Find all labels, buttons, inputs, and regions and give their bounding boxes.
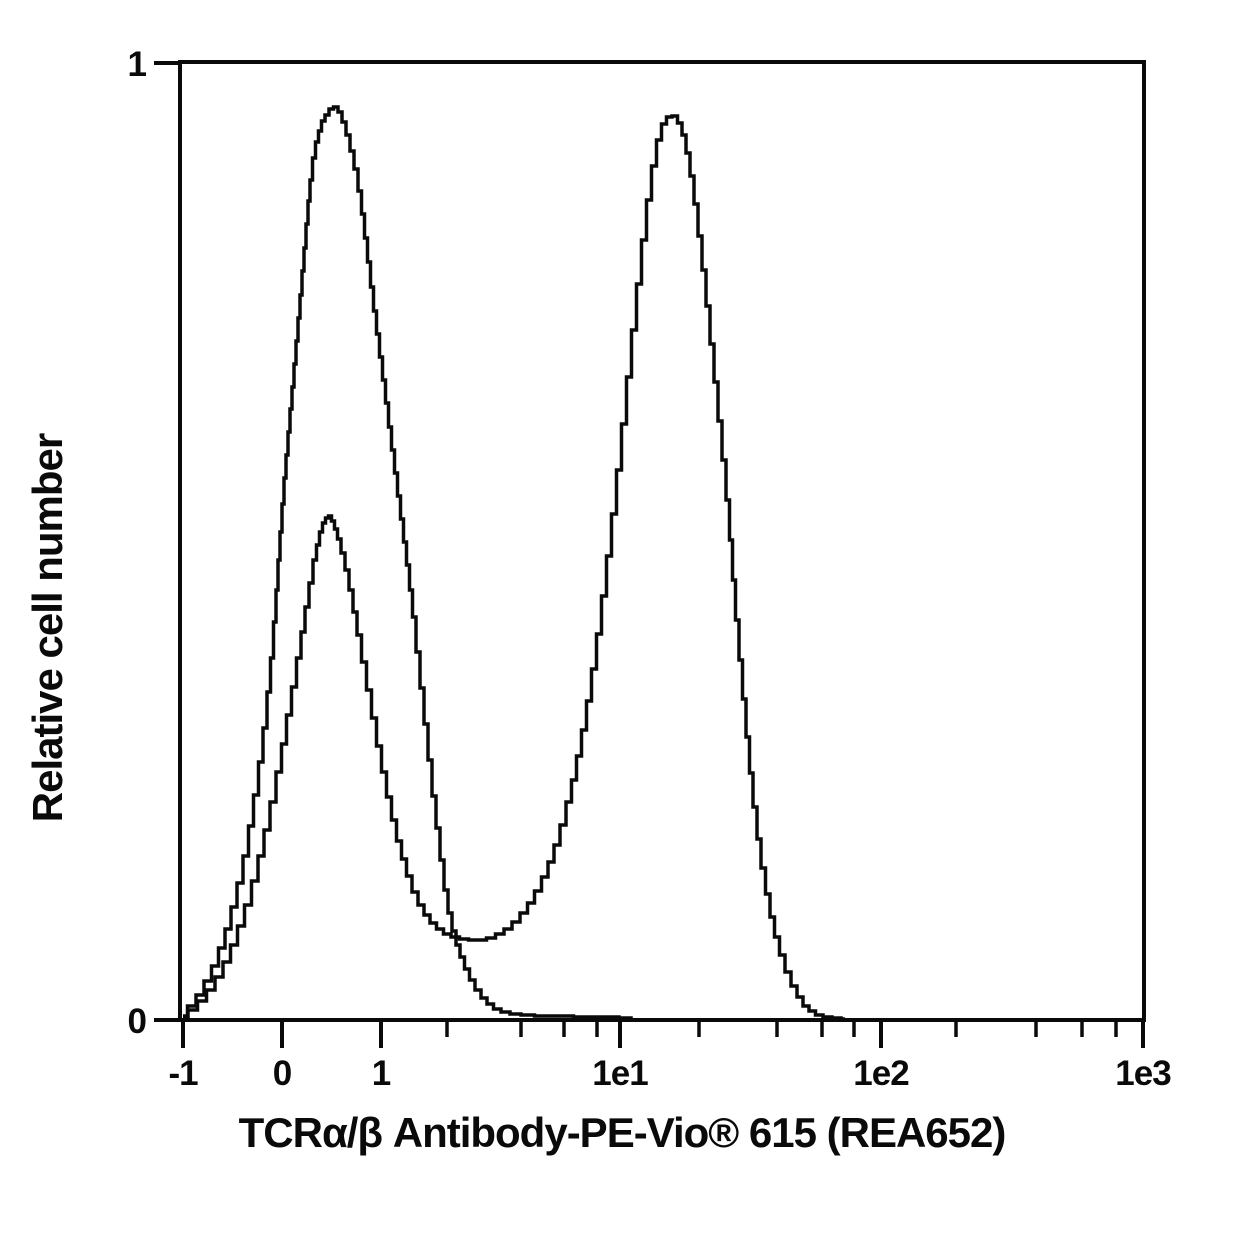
- stained-histogram-curve: [183, 114, 845, 1021]
- x-tick-label: 0: [273, 1054, 292, 1093]
- x-tick-label: 1e1: [592, 1054, 648, 1093]
- y-tick-label: 1: [128, 45, 147, 84]
- y-axis-title: Relative cell number: [24, 433, 71, 822]
- x-tick-label: -1: [168, 1054, 198, 1093]
- x-tick-label: 1e3: [1115, 1054, 1171, 1093]
- control-histogram-curve: [183, 105, 633, 1022]
- x-tick-label: 1: [372, 1054, 391, 1093]
- plot-area: -1 0 1 1e1 1e2 1e3 1 0: [128, 45, 1173, 1093]
- x-axis-title: TCRα/β Antibody-PE-Vio® 615 (REA652): [239, 1109, 1006, 1156]
- y-tick-label: 0: [128, 1002, 147, 1041]
- x-tick-label: 1e2: [853, 1054, 909, 1093]
- plot-frame: [178, 60, 1146, 1022]
